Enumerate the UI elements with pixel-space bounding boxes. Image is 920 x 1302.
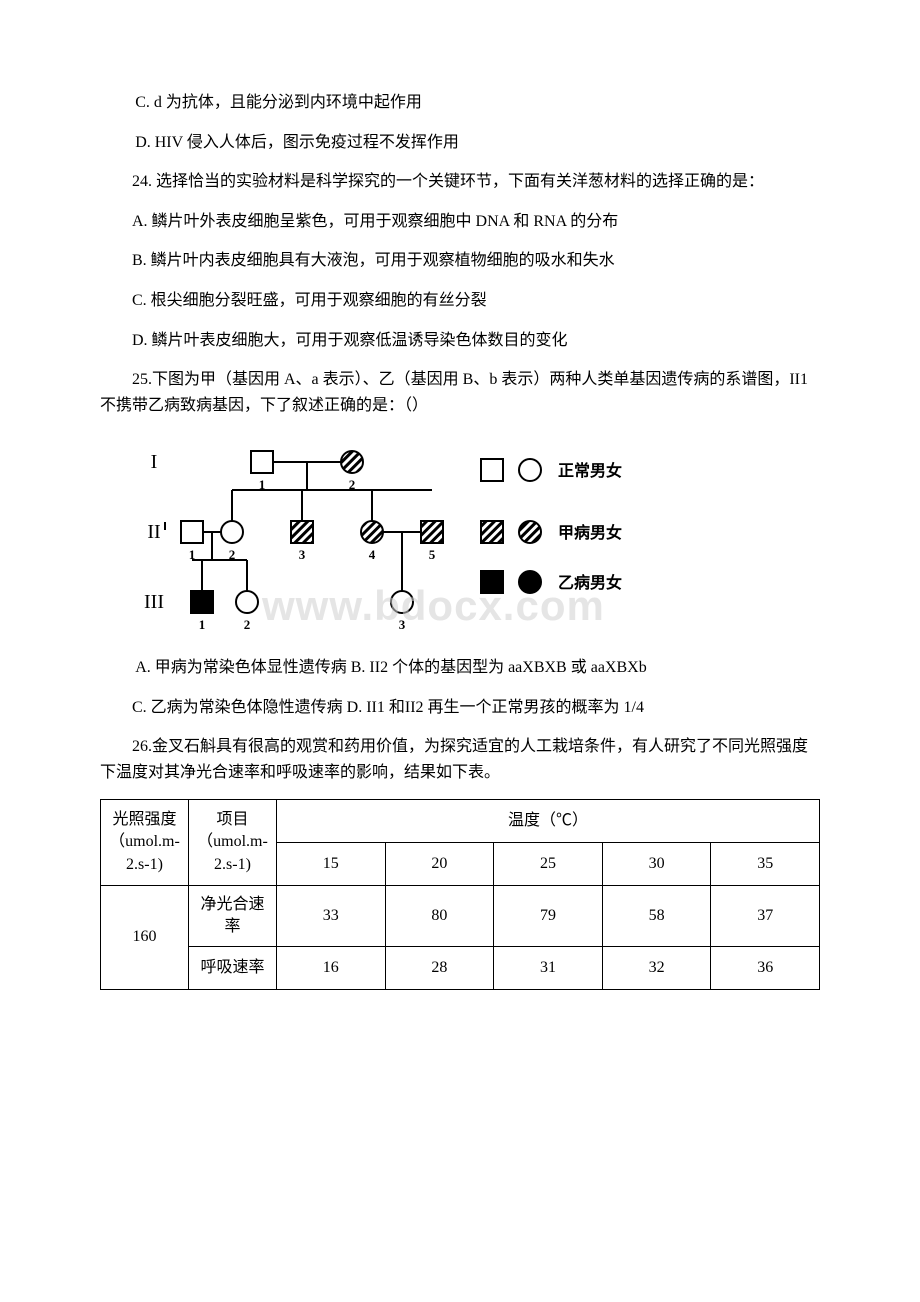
option-c: C. d 为抗体，且能分泌到内环境中起作用 [100, 90, 820, 116]
svg-text:1: 1 [199, 617, 206, 632]
svg-text:III: III [144, 591, 164, 613]
temp-cell: 30 [602, 842, 711, 885]
svg-text:3: 3 [299, 547, 306, 562]
svg-text:II: II [147, 521, 160, 543]
q25-options-cd: C. 乙病为常染色体隐性遗传病 D. II1 和II2 再生一个正常男孩的概率为… [100, 695, 820, 721]
svg-text:5: 5 [429, 547, 436, 562]
temp-cell: 20 [385, 842, 494, 885]
pedigree-diagram: 12I12345II123III正常男女甲病男女乙病男女 www.bdocx.c… [132, 432, 820, 641]
svg-text:I: I [151, 451, 158, 473]
table-cell: 36 [711, 947, 820, 990]
light-group: 160 [101, 885, 189, 989]
table-cell: 31 [494, 947, 603, 990]
question-24: 24. 选择恰当的实验材料是科学探究的一个关键环节，下面有关洋葱材料的选择正确的… [100, 169, 820, 195]
th-light: 光照强度（umol.m-2.s-1) [101, 800, 189, 885]
q24-option-a: A. 鳞片叶外表皮细胞呈紫色，可用于观察细胞中 DNA 和 RNA 的分布 [100, 209, 820, 235]
svg-text:甲病男女: 甲病男女 [558, 523, 622, 542]
table-cell: 28 [385, 947, 494, 990]
temp-cell: 15 [277, 842, 386, 885]
svg-text:4: 4 [369, 547, 376, 562]
table-cell: 80 [385, 885, 494, 947]
question-25: 25.下图为甲（基因用 A、a 表示）、乙（基因用 B、b 表示）两种人类单基因… [100, 367, 820, 418]
svg-text:乙病男女: 乙病男女 [558, 573, 622, 592]
th-item: 项目（umol.m-2.s-1) [189, 800, 277, 885]
table-cell: 33 [277, 885, 386, 947]
q24-option-d: D. 鳞片叶表皮细胞大，可用于观察低温诱导染色体数目的变化 [100, 328, 820, 354]
row-net-label: 净光合速率 [189, 885, 277, 947]
option-d: D. HIV 侵入人体后，图示免疫过程不发挥作用 [100, 130, 820, 156]
data-table: 光照强度（umol.m-2.s-1) 项目（umol.m-2.s-1) 温度（℃… [100, 799, 820, 990]
question-26: 26.金叉石斛具有很高的观赏和药用价值，为探究适宜的人工栽培条件，有人研究了不同… [100, 734, 820, 785]
q24-option-b: B. 鳞片叶内表皮细胞具有大液泡，可用于观察植物细胞的吸水和失水 [100, 248, 820, 274]
table-cell: 16 [277, 947, 386, 990]
svg-text:3: 3 [399, 617, 406, 632]
q25-options-ab: A. 甲病为常染色体显性遗传病 B. II2 个体的基因型为 aaXBXB 或 … [100, 655, 820, 681]
th-temp: 温度（℃） [277, 800, 820, 843]
table-cell: 58 [602, 885, 711, 947]
table-cell: 32 [602, 947, 711, 990]
temp-cell: 35 [711, 842, 820, 885]
table-cell: 37 [711, 885, 820, 947]
table-cell: 79 [494, 885, 603, 947]
row-resp-label: 呼吸速率 [189, 947, 277, 990]
svg-text:正常男女: 正常男女 [558, 461, 622, 480]
temp-cell: 25 [494, 842, 603, 885]
q24-option-c: C. 根尖细胞分裂旺盛，可用于观察细胞的有丝分裂 [100, 288, 820, 314]
svg-text:2: 2 [244, 617, 251, 632]
